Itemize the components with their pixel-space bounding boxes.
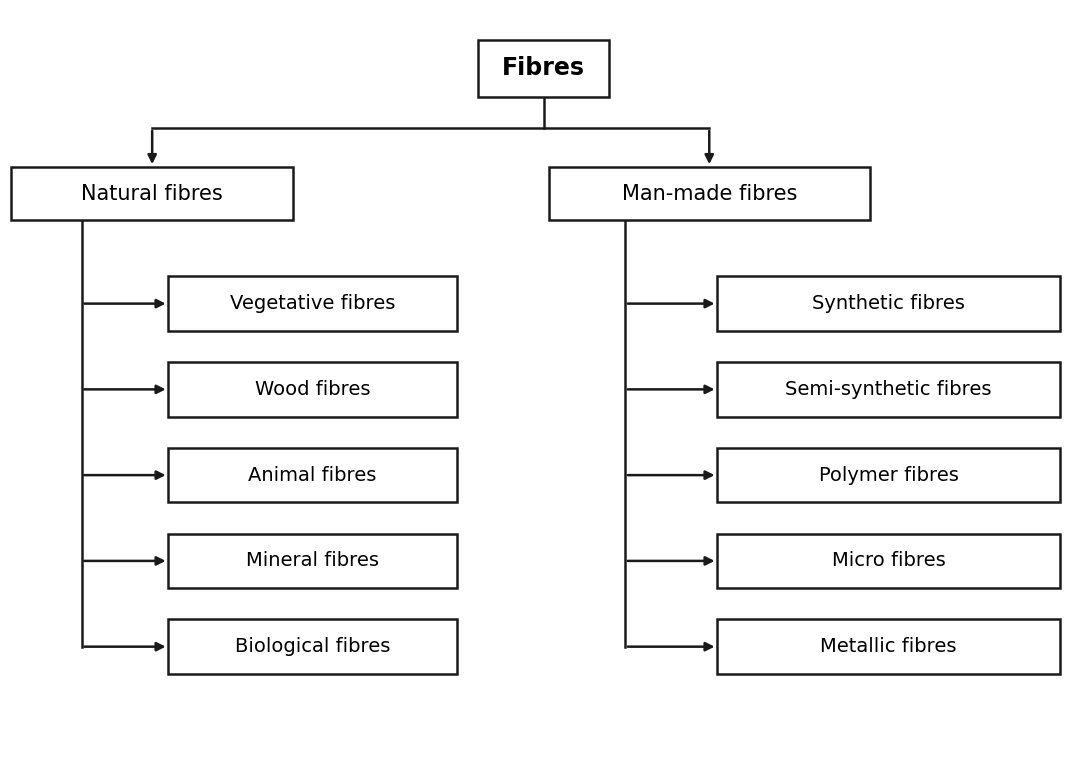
- FancyBboxPatch shape: [717, 276, 1060, 331]
- Text: Semi-synthetic fibres: Semi-synthetic fibres: [786, 380, 991, 399]
- Text: Biological fibres: Biological fibres: [235, 637, 390, 657]
- FancyBboxPatch shape: [11, 167, 293, 220]
- FancyBboxPatch shape: [549, 167, 870, 220]
- FancyBboxPatch shape: [717, 362, 1060, 417]
- Text: Vegetative fibres: Vegetative fibres: [229, 294, 396, 313]
- Text: Polymer fibres: Polymer fibres: [819, 465, 959, 485]
- FancyBboxPatch shape: [717, 619, 1060, 674]
- FancyBboxPatch shape: [168, 362, 457, 417]
- Text: Mineral fibres: Mineral fibres: [246, 551, 379, 571]
- FancyBboxPatch shape: [168, 448, 457, 502]
- Text: Micro fibres: Micro fibres: [832, 551, 946, 571]
- FancyBboxPatch shape: [717, 448, 1060, 502]
- FancyBboxPatch shape: [717, 534, 1060, 588]
- Text: Natural fibres: Natural fibres: [82, 184, 223, 203]
- Text: Synthetic fibres: Synthetic fibres: [812, 294, 965, 313]
- Text: Fibres: Fibres: [502, 56, 585, 80]
- FancyBboxPatch shape: [168, 619, 457, 674]
- Text: Man-made fibres: Man-made fibres: [622, 184, 797, 203]
- Text: Wood fibres: Wood fibres: [254, 380, 371, 399]
- FancyBboxPatch shape: [168, 276, 457, 331]
- Text: Animal fibres: Animal fibres: [248, 465, 377, 485]
- FancyBboxPatch shape: [168, 534, 457, 588]
- FancyBboxPatch shape: [478, 39, 609, 96]
- Text: Metallic fibres: Metallic fibres: [821, 637, 957, 657]
